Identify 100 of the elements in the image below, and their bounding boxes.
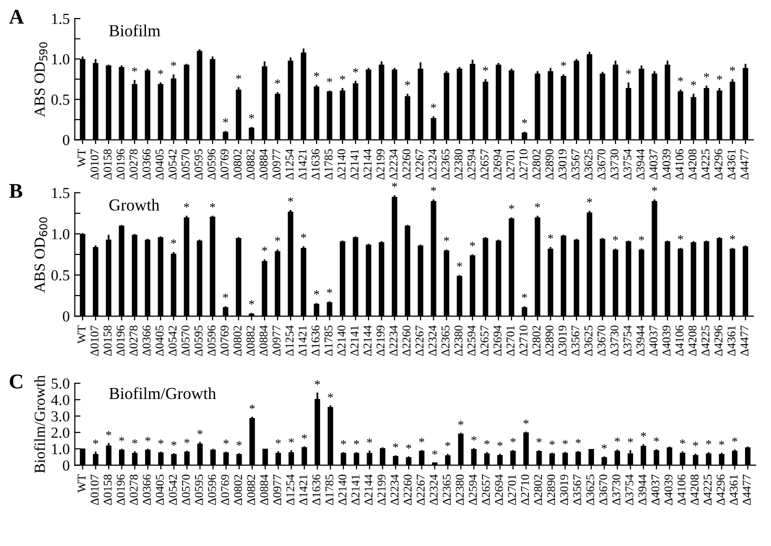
annotation: * bbox=[145, 436, 150, 442]
x-tick-label: Δ0542 bbox=[168, 474, 177, 505]
x-tick-label: Δ2594 bbox=[468, 148, 476, 180]
annotation: * bbox=[680, 439, 686, 444]
annotation: * bbox=[626, 70, 632, 74]
y-tick-label: 0 bbox=[62, 460, 70, 471]
x-tick-label: Δ2199 bbox=[378, 474, 386, 505]
y-tick-label: 1.5 bbox=[52, 188, 70, 198]
x-tick-label: Δ2260 bbox=[402, 326, 410, 356]
annotation: * bbox=[640, 432, 646, 437]
x-tick-label: Δ2657 bbox=[482, 474, 490, 505]
x-tick-label: Δ0882 bbox=[246, 326, 255, 356]
annotation: * bbox=[431, 104, 436, 108]
x-tick-label: Δ0570 bbox=[182, 149, 190, 180]
x-tick-label: Δ3944 bbox=[636, 148, 644, 180]
x-tick-label: Δ1421 bbox=[299, 474, 308, 505]
annotation: * bbox=[730, 235, 735, 240]
x-tick-label: Δ0769 bbox=[221, 474, 230, 505]
x-tick-label: Δ2260 bbox=[404, 474, 412, 505]
y-tick-label: 0 bbox=[62, 134, 70, 146]
text: A bbox=[9, 10, 24, 24]
annotation: * bbox=[497, 442, 502, 446]
x-tick-label: Δ4039 bbox=[662, 326, 670, 356]
annotation: * bbox=[483, 66, 488, 72]
x-tick-label: Δ2701 bbox=[506, 326, 514, 356]
text: C bbox=[10, 374, 22, 389]
annotation: * bbox=[562, 440, 568, 444]
x-tick-label: Δ0158 bbox=[104, 474, 112, 505]
y-tick-label: 5.0 bbox=[52, 378, 70, 389]
x-tick-label: Δ2365 bbox=[442, 149, 450, 180]
y-tick-label: 0.5 bbox=[51, 270, 70, 281]
annotation: * bbox=[314, 290, 320, 295]
annotation: * bbox=[678, 77, 684, 82]
x-tick-label: Δ2802 bbox=[532, 149, 540, 180]
x-tick-label: Δ4477 bbox=[740, 326, 748, 356]
x-tick-label: Δ2267 bbox=[416, 149, 424, 180]
x-tick-label: Δ4208 bbox=[688, 149, 696, 180]
annotation: * bbox=[302, 434, 307, 439]
x-tick-label: Δ2365 bbox=[442, 474, 451, 505]
x-tick-label: Δ0107 bbox=[90, 326, 99, 356]
annotation: * bbox=[534, 203, 540, 208]
annotation: * bbox=[327, 288, 332, 294]
x-tick-label: Δ2380 bbox=[454, 149, 462, 180]
x-tick-label: Δ0977 bbox=[272, 149, 281, 180]
x-tick-label: Δ3670 bbox=[599, 474, 608, 505]
x-tick-label: Δ2657 bbox=[480, 326, 488, 356]
x-tick-label: Δ1636 bbox=[312, 326, 320, 356]
x-tick-label: Δ0802 bbox=[234, 149, 242, 180]
x-tick-label: Δ2701 bbox=[506, 150, 514, 180]
x-tick-label: Δ0802 bbox=[234, 474, 242, 505]
x-tick-label: WT bbox=[78, 325, 86, 344]
x-tick-label: Δ4296 bbox=[714, 326, 722, 356]
text: B bbox=[9, 184, 22, 198]
annotation: * bbox=[288, 197, 294, 202]
annotation: * bbox=[406, 444, 412, 449]
x-tick-label: Δ2890 bbox=[547, 474, 556, 505]
x-tick-label: Δ0366 bbox=[142, 149, 151, 180]
annotation: * bbox=[612, 236, 618, 241]
x-tick-label: Δ3730 bbox=[610, 149, 618, 180]
x-tick-label: Δ4208 bbox=[690, 474, 699, 505]
x-tick-label: Δ3730 bbox=[610, 326, 618, 356]
x-tick-label: Δ0884 bbox=[260, 325, 268, 356]
annotation: * bbox=[444, 236, 450, 242]
x-tick-label: Δ0542 bbox=[168, 149, 177, 180]
x-tick-label: Δ1636 bbox=[312, 149, 320, 180]
x-tick-label: Δ2324 bbox=[428, 148, 436, 180]
annotation: * bbox=[586, 198, 592, 203]
x-tick-label: Δ0196 bbox=[116, 149, 125, 180]
annotation: * bbox=[275, 236, 280, 242]
annotation: * bbox=[275, 79, 280, 84]
x-tick-label: Δ4225 bbox=[701, 149, 710, 180]
chart-title: Biofilm/Growth bbox=[109, 387, 216, 400]
x-tick-label: Δ2144 bbox=[364, 148, 372, 180]
x-tick-label: Δ1254 bbox=[286, 474, 294, 505]
y-tick-label: 1.0 bbox=[52, 444, 70, 454]
x-tick-label: Δ3019 bbox=[558, 326, 566, 356]
annotation: * bbox=[704, 72, 710, 78]
annotation: * bbox=[353, 68, 358, 73]
annotation: * bbox=[340, 75, 346, 80]
y-tick-label: 1.0 bbox=[52, 54, 70, 64]
y-tick-label: 1.5 bbox=[52, 14, 70, 24]
x-tick-label: Δ2267 bbox=[416, 326, 424, 356]
x-tick-label: Δ4037 bbox=[649, 149, 658, 180]
x-tick-label: Δ3625 bbox=[584, 149, 592, 180]
x-tick-label: Δ4361 bbox=[727, 326, 736, 356]
annotation: * bbox=[158, 440, 164, 444]
annotation: * bbox=[690, 81, 696, 86]
x-tick-label: Δ2324 bbox=[430, 474, 438, 505]
annotation: * bbox=[158, 70, 164, 74]
x-tick-label: Δ2260 bbox=[402, 149, 410, 180]
x-tick-label: Δ0884 bbox=[260, 148, 268, 180]
x-tick-label: Δ4039 bbox=[664, 474, 672, 505]
x-tick-label: Δ0196 bbox=[116, 326, 125, 356]
annotation: * bbox=[223, 294, 228, 298]
x-tick-label: Δ2890 bbox=[545, 149, 554, 180]
annotation: * bbox=[314, 72, 320, 77]
x-tick-label: Δ2694 bbox=[494, 325, 502, 356]
x-tick-label: Δ2380 bbox=[456, 474, 464, 505]
x-tick-label: Δ2141 bbox=[352, 474, 360, 505]
annotation: * bbox=[93, 440, 98, 444]
